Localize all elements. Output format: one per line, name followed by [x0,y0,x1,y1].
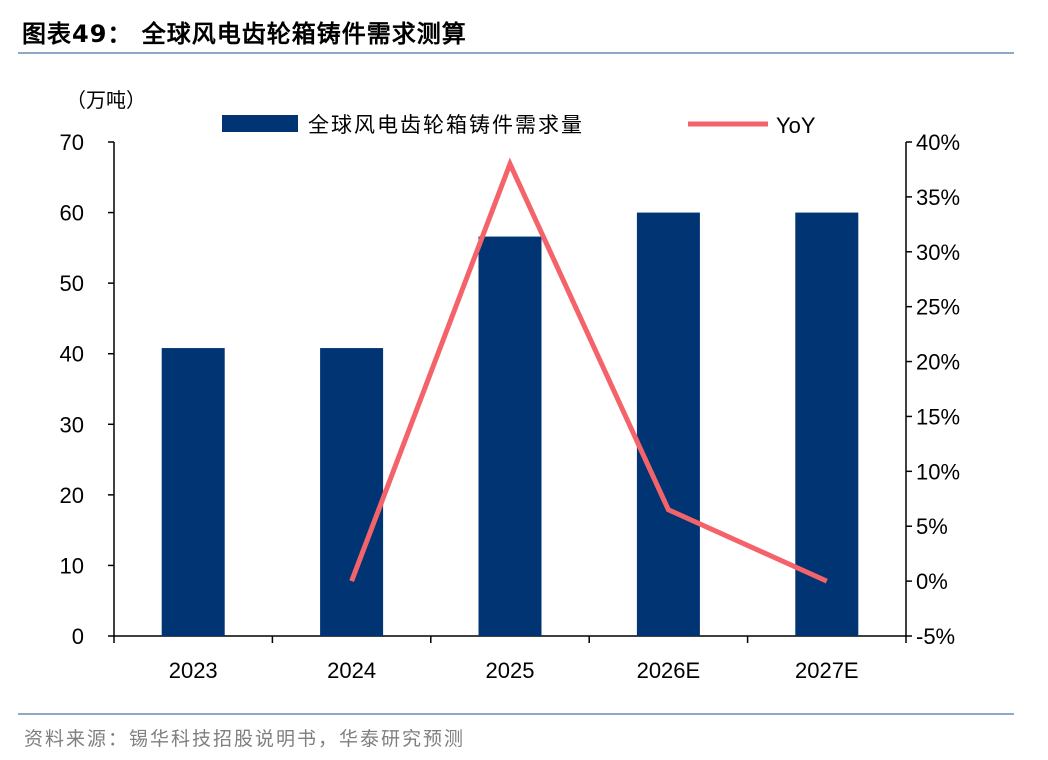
legend-bar-swatch [222,115,298,132]
bar [161,348,225,636]
left-axis-unit: （万吨） [66,89,146,112]
left-tick-label: 40 [60,342,84,367]
left-tick-label: 10 [60,553,84,578]
right-tick-label: 5% [916,514,948,539]
labels-layer: 0 10 20 30 40 50 60 70 （万吨） -5% 0% 5% 10% 15% 20% 25% 30… [60,89,961,683]
title-divider [18,52,1014,54]
right-tick-label: 30% [916,240,960,265]
right-tick-label: 15% [916,404,960,429]
right-tick-label: 0% [916,569,948,594]
source-note: 资料来源：锡华科技招股说明书，华泰研究预测 [24,728,466,750]
right-tick-label: 40% [916,130,960,155]
bar [795,212,859,637]
right-tick-label: 10% [916,459,960,484]
bar [478,236,542,636]
bar [320,348,384,636]
x-tick-label: 2026E [637,658,701,683]
x-tick-label: 2023 [169,658,218,683]
right-tick-label: -5% [916,624,955,649]
legend-line-label: YoY [776,113,816,138]
right-tick-label: 25% [916,295,960,320]
left-tick-label: 60 [60,201,84,226]
left-tick-label: 30 [60,412,84,437]
bar [636,212,700,637]
x-tick-label: 2027E [795,658,859,683]
right-tick-label: 20% [916,350,960,375]
left-tick-label: 50 [60,271,84,296]
left-tick-label: 70 [60,130,84,155]
yoy-line [349,157,828,584]
left-tick-label: 0 [72,624,84,649]
x-tick-label: 2024 [327,658,376,683]
source-divider [18,713,1014,715]
line-layer [349,157,828,584]
left-tick-label: 20 [60,483,84,508]
legend-bar-label: 全球风电齿轮箱铸件需求量 [308,114,584,137]
figure-title: 图表49： 全球风电齿轮箱铸件需求测算 [22,20,467,48]
right-tick-label: 35% [916,185,960,210]
x-tick-label: 2025 [486,658,535,683]
bars-layer [161,212,859,637]
